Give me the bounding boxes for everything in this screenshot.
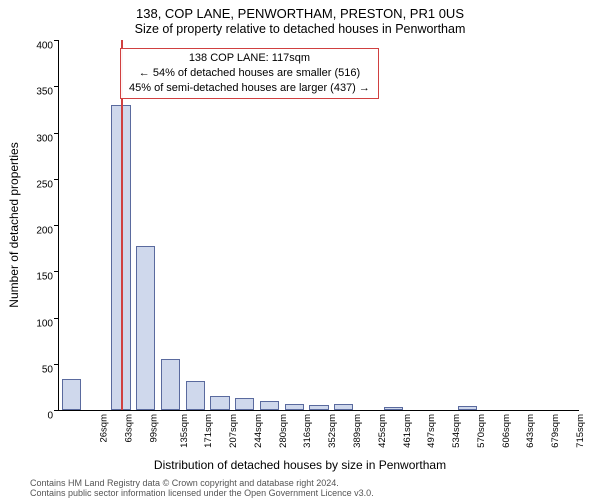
x-tick-label: 171sqm [203,414,214,448]
chart-title-sub: Size of property relative to detached ho… [0,22,600,36]
y-tick-label: 400 [36,41,53,52]
x-tick-label: 280sqm [278,414,289,448]
histogram-bar [136,246,155,410]
x-tick-label: 425sqm [377,414,388,448]
y-tick-mark [54,40,59,41]
histogram-bar [235,398,254,410]
x-tick-label: 135sqm [178,414,189,448]
y-tick-label: 350 [36,87,53,98]
y-tick-label: 200 [36,226,53,237]
x-tick-label: 570sqm [476,414,487,448]
x-tick-label: 244sqm [253,414,264,448]
histogram-bar [285,404,304,410]
x-tick-label: 715sqm [575,414,586,448]
x-tick-label: 679sqm [550,414,561,448]
x-tick-label: 63sqm [124,414,135,443]
histogram-bar [458,406,477,410]
y-tick-mark [54,86,59,87]
y-tick-mark [54,364,59,365]
y-tick-mark [54,225,59,226]
x-axis-label: Distribution of detached houses by size … [0,458,600,472]
y-tick-mark [54,179,59,180]
x-tick-label: 461sqm [401,414,412,448]
y-tick-mark [54,133,59,134]
info-line-3: 45% of semi-detached houses are larger (… [129,81,370,96]
x-tick-label: 352sqm [327,414,338,448]
info-line-1: 138 COP LANE: 117sqm [129,51,370,66]
footer-line-2: Contains public sector information licen… [30,488,374,498]
histogram-bar [186,381,205,410]
y-tick-label: 250 [36,179,53,190]
y-tick-mark [54,410,59,411]
histogram-bar [210,396,229,410]
x-tick-label: 534sqm [451,414,462,448]
histogram-bar [309,405,328,410]
chart-title-main: 138, COP LANE, PENWORTHAM, PRESTON, PR1 … [0,6,600,21]
y-axis-label: Number of detached properties [7,142,21,307]
histogram-bar [384,407,403,410]
y-tick-mark [54,318,59,319]
y-tick-mark [54,271,59,272]
info-line-2: ← 54% of detached houses are smaller (51… [129,66,370,81]
y-tick-label: 0 [47,411,53,422]
y-tick-label: 150 [36,272,53,283]
x-tick-label: 389sqm [352,414,363,448]
y-tick-label: 100 [36,318,53,329]
histogram-bar [161,359,180,410]
footer-line-1: Contains HM Land Registry data © Crown c… [30,478,339,488]
y-tick-label: 300 [36,133,53,144]
x-tick-label: 606sqm [500,414,511,448]
x-tick-label: 643sqm [525,414,536,448]
x-tick-label: 497sqm [426,414,437,448]
x-tick-label: 26sqm [99,414,110,443]
x-tick-label: 316sqm [302,414,313,448]
info-annotation-box: 138 COP LANE: 117sqm ← 54% of detached h… [120,48,379,99]
histogram-bar [260,401,279,410]
histogram-bar [62,379,81,410]
x-tick-label: 99sqm [148,414,159,443]
y-tick-label: 50 [42,364,53,375]
histogram-bar [334,404,353,410]
x-tick-label: 207sqm [228,414,239,448]
chart-container: 138, COP LANE, PENWORTHAM, PRESTON, PR1 … [0,0,600,500]
